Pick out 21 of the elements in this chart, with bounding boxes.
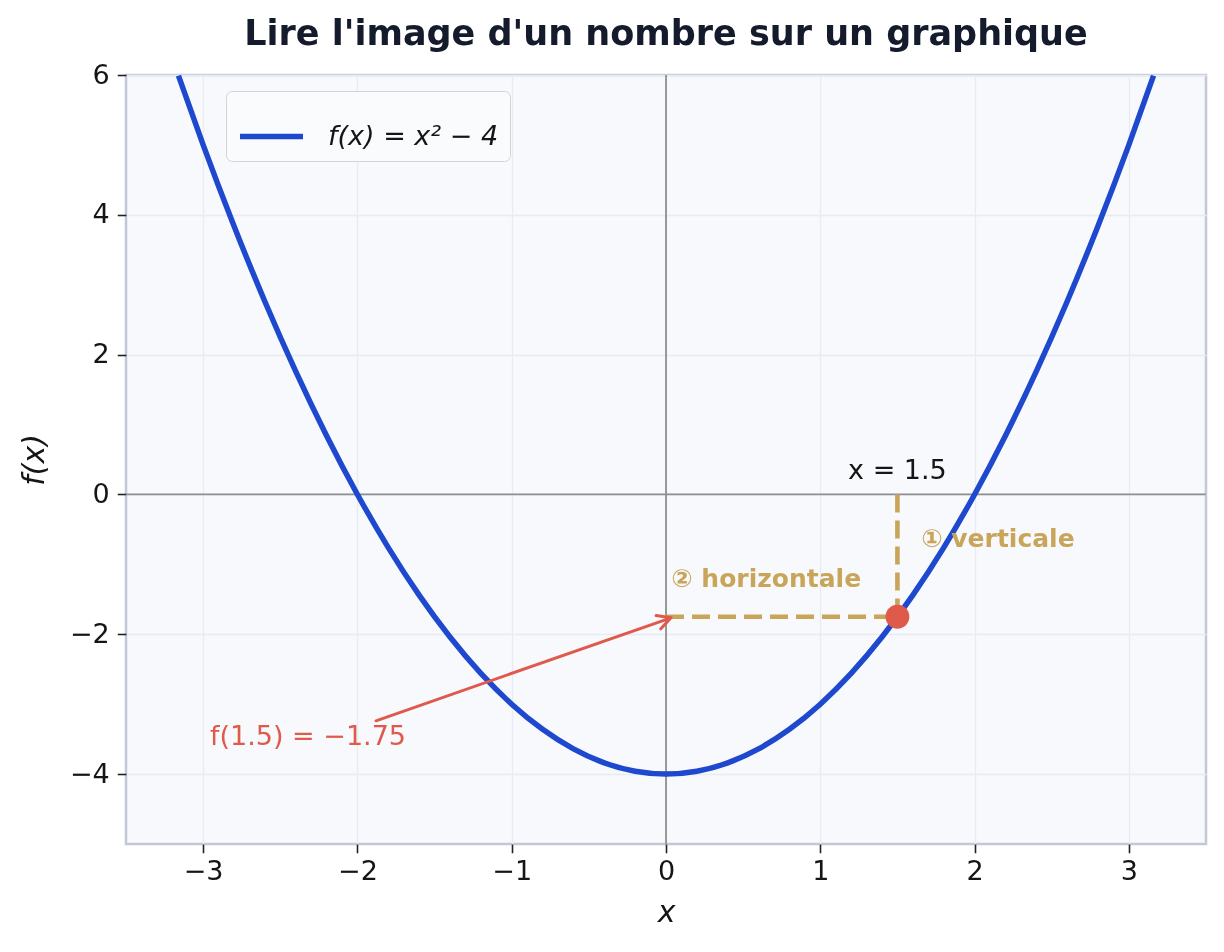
x-tick-label: −1 — [492, 855, 533, 887]
annotation: ② horizontale — [671, 563, 862, 593]
x-axis-title: x — [656, 894, 676, 930]
annotation: x = 1.5 — [848, 454, 947, 486]
annotation: ① verticale — [921, 524, 1075, 554]
chart-title: Lire l'image d'un nombre sur un graphique — [244, 13, 1088, 53]
y-tick-label: −2 — [69, 617, 110, 649]
x-tick-label: −3 — [183, 855, 224, 887]
x-tick-label: −2 — [338, 855, 378, 887]
y-tick-label: 4 — [92, 198, 110, 230]
x-tick-label: 1 — [812, 855, 830, 887]
y-tick-label: 2 — [92, 338, 110, 370]
legend-label: f(x) = x² − 4 — [328, 119, 499, 151]
y-tick-label: −4 — [69, 757, 110, 789]
x-tick-label: 3 — [1120, 855, 1138, 887]
annotation: f(1.5) = −1.75 — [209, 719, 407, 751]
y-axis-title: f(x) — [15, 434, 51, 486]
x-tick-label: 0 — [657, 855, 676, 887]
x-tick-label: 2 — [966, 855, 984, 887]
y-tick-label: 6 — [92, 58, 110, 90]
y-tick-label: 0 — [92, 477, 110, 509]
